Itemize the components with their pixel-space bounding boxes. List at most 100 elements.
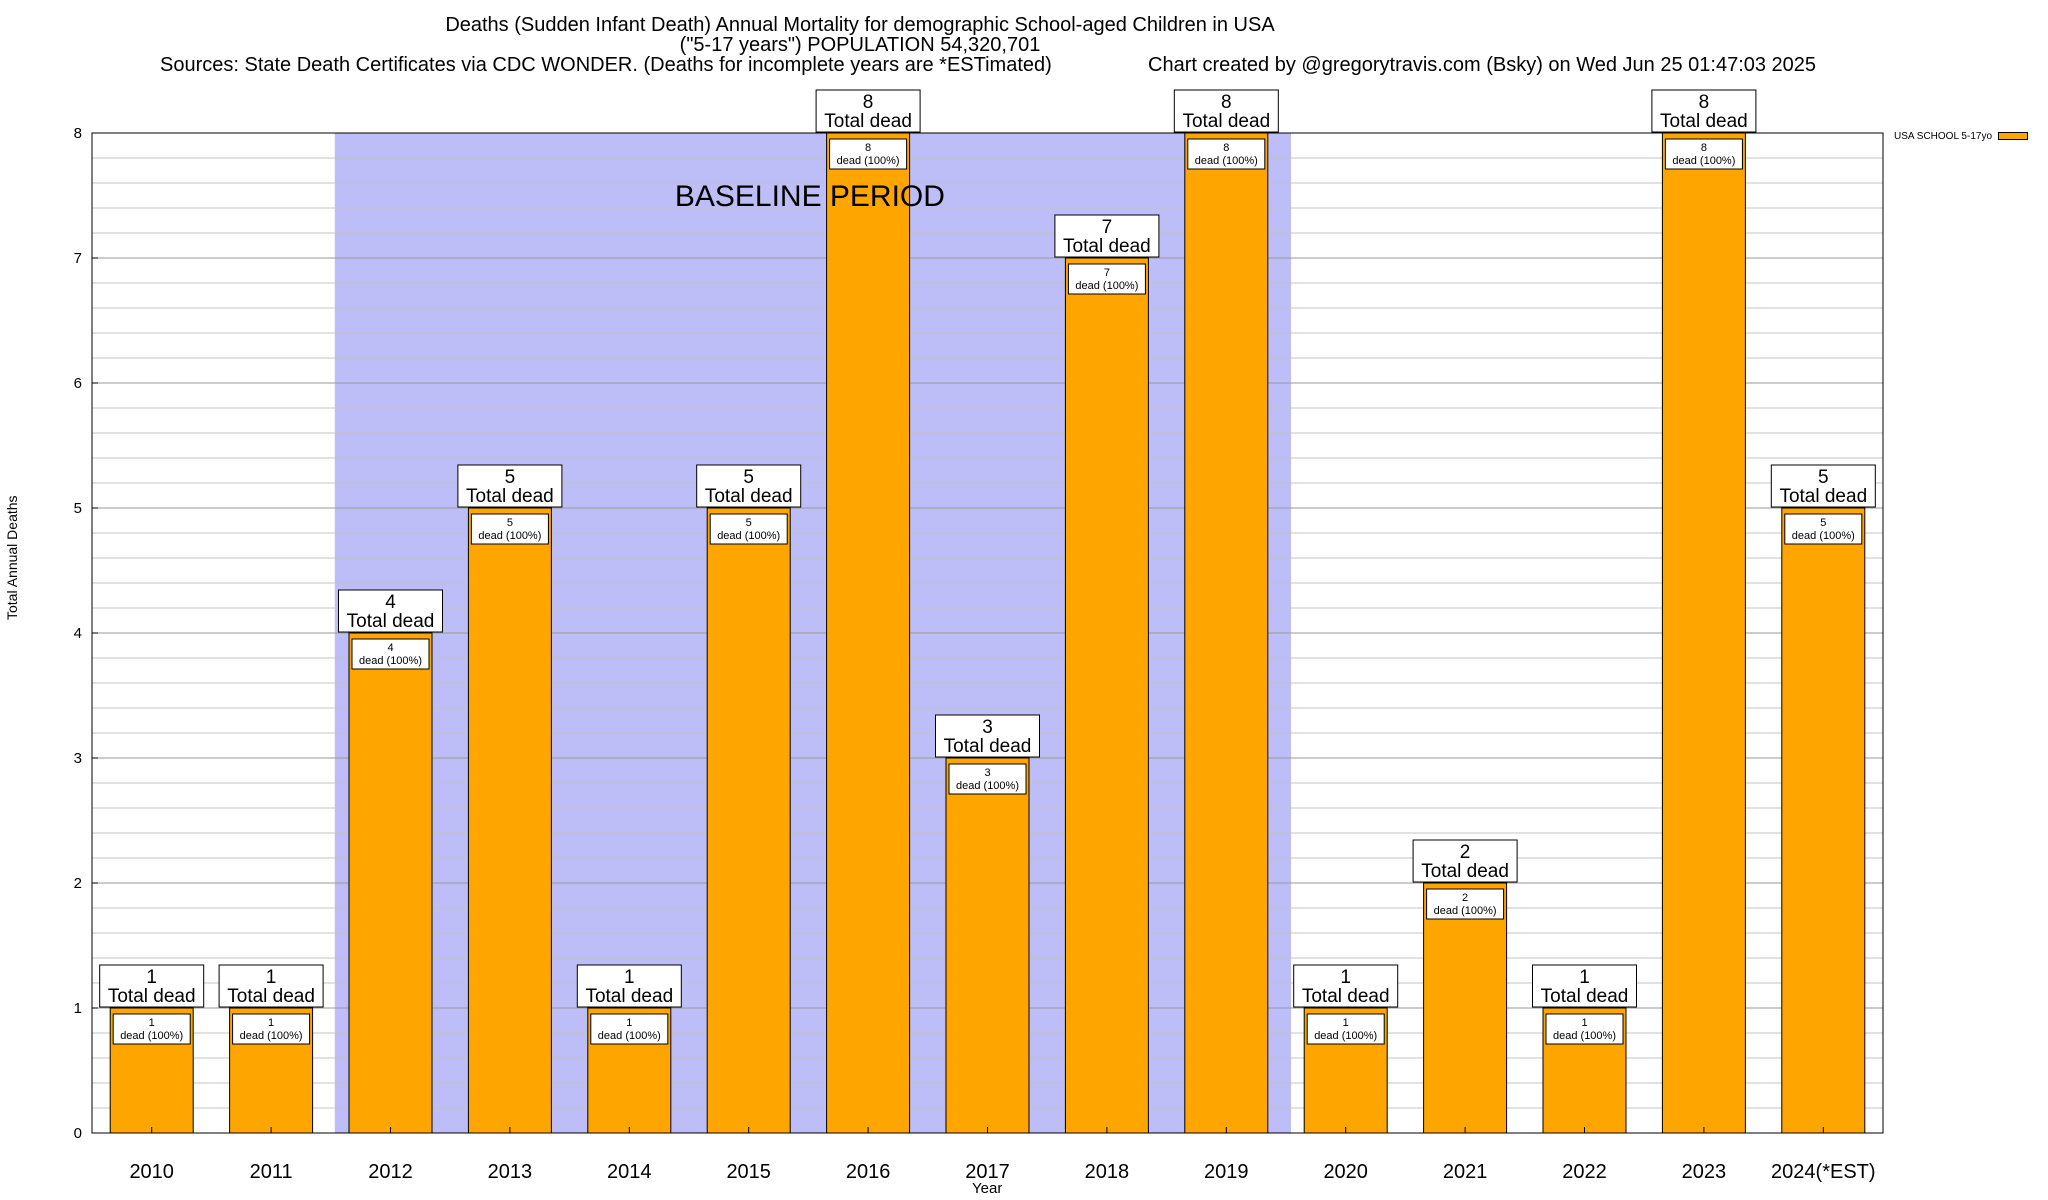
y-tick-label: 7	[74, 250, 82, 267]
bar-inner-label-box	[112, 1013, 191, 1045]
bar-total-value: 1	[1340, 967, 1351, 988]
x-tick-label: 2020	[1323, 1161, 1368, 1183]
bar-inner-value: 1	[1343, 1017, 1349, 1029]
bar	[1064, 257, 1149, 1134]
bar-inner-label-box	[1067, 263, 1146, 295]
bar	[1661, 132, 1746, 1134]
bar-total-label-box	[1412, 839, 1518, 883]
legend: USA SCHOOL 5-17yo	[1894, 131, 2029, 142]
plot-frame	[91, 132, 1884, 1134]
bar-total-value: 1	[624, 967, 635, 988]
y-tick-label: 2	[74, 875, 82, 892]
x-tick-label: 2012	[368, 1161, 413, 1183]
bar-inner-label-box	[1187, 138, 1266, 170]
bar-inner-percent: dead (100%)	[1195, 155, 1258, 167]
bar-total-text: Total dead	[347, 611, 435, 632]
bar-total-text: Total dead	[1063, 236, 1151, 257]
bar-inner-value: 5	[746, 517, 752, 529]
bar-total-text: Total dead	[705, 486, 793, 507]
bar-inner-percent: dead (100%)	[1314, 1030, 1377, 1042]
baseline-label: BASELINE PERIOD	[675, 180, 945, 213]
bar-total-text: Total dead	[227, 986, 315, 1007]
bar-inner-percent: dead (100%)	[359, 655, 422, 667]
bar-total-value: 8	[863, 92, 874, 113]
bar-inner-label-box	[1784, 513, 1863, 545]
bar-total-text: Total dead	[1779, 486, 1867, 507]
bar	[1184, 132, 1269, 1134]
y-tick-label: 6	[74, 375, 82, 392]
bar-total-label-box	[1651, 89, 1757, 133]
x-tick-label: 2019	[1204, 1161, 1249, 1183]
bar-total-value: 5	[1818, 467, 1829, 488]
legend-label: USA SCHOOL 5-17yo	[1894, 131, 1993, 142]
y-tick-label: 1	[74, 1000, 82, 1017]
bar-inner-percent: dead (100%)	[717, 530, 780, 542]
bar-total-text: Total dead	[1660, 111, 1748, 132]
bar-inner-value: 7	[1104, 267, 1110, 279]
bar-inner-value: 8	[1701, 142, 1707, 154]
x-tick-label: 2016	[846, 1161, 891, 1183]
bar-inner-percent: dead (100%)	[1075, 280, 1138, 292]
x-tick-label: 2024(*EST)	[1771, 1161, 1876, 1183]
bar-inner-value: 2	[1462, 892, 1468, 904]
bar-total-value: 1	[1579, 967, 1590, 988]
bar-total-value: 5	[743, 467, 754, 488]
bar-inner-value: 1	[149, 1017, 155, 1029]
bar-total-text: Total dead	[108, 986, 196, 1007]
chart-sources: Sources: State Death Certificates via CD…	[160, 54, 1052, 76]
bar-inner-label-box	[1664, 138, 1743, 170]
bar-inner-label-box	[470, 513, 549, 545]
bar-total-value: 1	[146, 967, 157, 988]
chart-credit: Chart created by @gregorytravis.com (Bsk…	[1148, 54, 1817, 76]
bar-inner-percent: dead (100%)	[598, 1030, 661, 1042]
bar-inner-label-box	[232, 1013, 311, 1045]
bar-total-label-box	[1173, 89, 1279, 133]
bar-inner-percent: dead (100%)	[1434, 905, 1497, 917]
bar-inner-percent: dead (100%)	[120, 1030, 183, 1042]
bar-total-label-box	[935, 714, 1040, 758]
bar-total-value: 4	[385, 592, 396, 613]
bar-total-value: 3	[982, 717, 993, 738]
bar-total-label-box	[1770, 464, 1876, 508]
x-tick-label: 2010	[129, 1161, 174, 1183]
bar-inner-label-box	[590, 1013, 669, 1045]
bar-inner-value: 5	[507, 517, 513, 529]
bar	[467, 507, 552, 1134]
bar	[1781, 507, 1866, 1134]
bar-total-text: Total dead	[1302, 986, 1390, 1007]
bar-total-value: 8	[1221, 92, 1232, 113]
bar-inner-percent: dead (100%)	[1792, 530, 1855, 542]
bar-total-text: Total dead	[466, 486, 554, 507]
bar-total-label-box	[815, 89, 921, 133]
x-tick-label: 2017	[965, 1161, 1010, 1183]
bar-inner-percent: dead (100%)	[240, 1030, 303, 1042]
bar-inner-percent: dead (100%)	[837, 155, 900, 167]
y-tick-label: 5	[74, 500, 82, 517]
bar-total-value: 1	[266, 967, 277, 988]
bar-inner-value: 5	[1820, 517, 1826, 529]
bar-total-value: 8	[1699, 92, 1710, 113]
bar-total-label-box	[1532, 964, 1637, 1008]
chart-title-line-1: Deaths (Sudden Infant Death) Annual Mort…	[445, 14, 1275, 36]
bar-total-value: 5	[505, 467, 516, 488]
bar-inner-label-box	[1306, 1013, 1385, 1045]
bar-inner-value: 1	[626, 1017, 632, 1029]
x-tick-label: 2015	[726, 1161, 771, 1183]
bar-total-text: Total dead	[944, 736, 1032, 757]
legend-swatch	[1998, 132, 2029, 141]
bar-inner-value: 1	[268, 1017, 274, 1029]
bar	[706, 507, 791, 1134]
bar-total-text: Total dead	[1182, 111, 1270, 132]
bar-total-text: Total dead	[1541, 986, 1629, 1007]
bar-inner-percent: dead (100%)	[1553, 1030, 1616, 1042]
x-tick-label: 2011	[250, 1161, 293, 1183]
bar-inner-label-box	[351, 638, 430, 670]
bar-total-label-box	[338, 589, 443, 633]
bar-total-label-box	[1293, 964, 1399, 1008]
x-tick-label: 2021	[1443, 1161, 1488, 1183]
bar-inner-value: 1	[1581, 1017, 1587, 1029]
bar-inner-value: 3	[984, 767, 990, 779]
bar	[945, 757, 1030, 1134]
bar-total-label-box	[576, 964, 682, 1008]
